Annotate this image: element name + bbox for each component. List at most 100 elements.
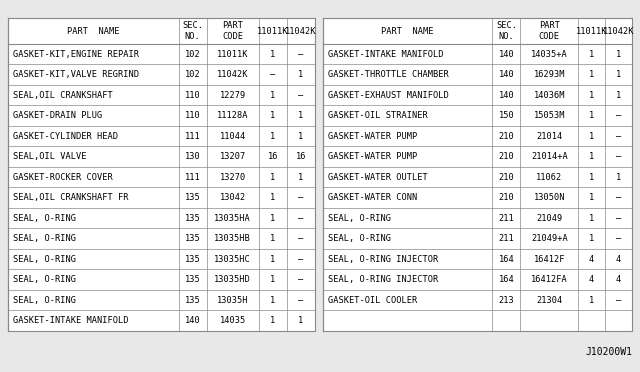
- Text: GASKET-OIL COOLER: GASKET-OIL COOLER: [328, 296, 417, 305]
- Text: 135: 135: [185, 234, 200, 243]
- Text: 21049: 21049: [536, 214, 563, 223]
- Text: 4: 4: [589, 275, 595, 284]
- Text: GASKET-CYLINDER HEAD: GASKET-CYLINDER HEAD: [13, 132, 118, 141]
- Text: 140: 140: [499, 70, 515, 79]
- Text: 1: 1: [270, 50, 275, 59]
- Text: 213: 213: [499, 296, 515, 305]
- Text: 150: 150: [499, 111, 515, 120]
- Text: SEAL, O-RING: SEAL, O-RING: [13, 275, 76, 284]
- Text: SEC.
NO.: SEC. NO.: [496, 22, 517, 41]
- Text: GASKET-DRAIN PLUG: GASKET-DRAIN PLUG: [13, 111, 102, 120]
- Text: 21014+A: 21014+A: [531, 152, 568, 161]
- Text: 4: 4: [589, 255, 595, 264]
- Text: GASKET-INTAKE MANIFOLD: GASKET-INTAKE MANIFOLD: [13, 316, 129, 325]
- Text: –: –: [616, 152, 621, 161]
- Text: PART  NAME: PART NAME: [67, 26, 120, 35]
- Text: 16: 16: [296, 152, 306, 161]
- Text: 13035HA: 13035HA: [214, 214, 251, 223]
- Text: 1: 1: [270, 193, 275, 202]
- Text: 16412FA: 16412FA: [531, 275, 568, 284]
- Text: 11011K: 11011K: [217, 50, 248, 59]
- Text: 1: 1: [298, 316, 303, 325]
- Text: 135: 135: [185, 193, 200, 202]
- Text: GASKET-WATER CONN: GASKET-WATER CONN: [328, 193, 417, 202]
- Text: GASKET-KIT,VALVE REGRIND: GASKET-KIT,VALVE REGRIND: [13, 70, 139, 79]
- Bar: [323, 18, 632, 331]
- Text: 1: 1: [589, 70, 595, 79]
- Text: 140: 140: [499, 91, 515, 100]
- Text: 1: 1: [270, 296, 275, 305]
- Text: 1: 1: [270, 132, 275, 141]
- Text: 11062: 11062: [536, 173, 563, 182]
- Text: 1: 1: [616, 50, 621, 59]
- Text: –: –: [298, 214, 303, 223]
- Text: 4: 4: [616, 255, 621, 264]
- Text: 135: 135: [185, 296, 200, 305]
- Text: 1: 1: [270, 275, 275, 284]
- Text: 1: 1: [589, 91, 595, 100]
- Text: 1: 1: [270, 111, 275, 120]
- Text: SEC.
NO.: SEC. NO.: [182, 22, 203, 41]
- Text: 210: 210: [499, 132, 515, 141]
- Text: 111: 111: [185, 173, 200, 182]
- Text: 1: 1: [589, 173, 595, 182]
- Text: GASKET-INTAKE MANIFOLD: GASKET-INTAKE MANIFOLD: [328, 50, 444, 59]
- Text: 1: 1: [298, 173, 303, 182]
- Text: 21049+A: 21049+A: [531, 234, 568, 243]
- Text: 210: 210: [499, 193, 515, 202]
- Text: 1: 1: [589, 132, 595, 141]
- Text: 1: 1: [589, 152, 595, 161]
- Text: SEAL, O-RING: SEAL, O-RING: [13, 234, 76, 243]
- Text: –: –: [616, 234, 621, 243]
- Text: GASKET-ROCKER COVER: GASKET-ROCKER COVER: [13, 173, 113, 182]
- Text: 110: 110: [185, 91, 200, 100]
- Text: 14035+A: 14035+A: [531, 50, 568, 59]
- Text: –: –: [616, 193, 621, 202]
- Text: 13042: 13042: [220, 193, 246, 202]
- Text: 4: 4: [616, 275, 621, 284]
- Text: 211: 211: [499, 234, 515, 243]
- Text: 102: 102: [185, 50, 200, 59]
- Text: 13035HB: 13035HB: [214, 234, 251, 243]
- Text: 102: 102: [185, 70, 200, 79]
- Text: 11042K: 11042K: [217, 70, 248, 79]
- Text: 11011K: 11011K: [576, 26, 607, 35]
- Text: 12279: 12279: [220, 91, 246, 100]
- Text: 13035H: 13035H: [217, 296, 248, 305]
- Text: PART
CODE: PART CODE: [539, 22, 560, 41]
- Text: 1: 1: [616, 91, 621, 100]
- Text: 210: 210: [499, 152, 515, 161]
- Text: 211: 211: [499, 214, 515, 223]
- Text: –: –: [298, 193, 303, 202]
- Text: 111: 111: [185, 132, 200, 141]
- Text: SEAL,OIL CRANKSHAFT FR: SEAL,OIL CRANKSHAFT FR: [13, 193, 129, 202]
- Text: 14036M: 14036M: [534, 91, 565, 100]
- Text: 16293M: 16293M: [534, 70, 565, 79]
- Text: 13035HD: 13035HD: [214, 275, 251, 284]
- Text: 1: 1: [298, 70, 303, 79]
- Text: 1: 1: [298, 111, 303, 120]
- Text: 13050N: 13050N: [534, 193, 565, 202]
- Text: 130: 130: [185, 152, 200, 161]
- Text: 1: 1: [589, 214, 595, 223]
- Text: 11011K: 11011K: [257, 26, 289, 35]
- Text: J10200W1: J10200W1: [585, 347, 632, 357]
- Text: 1: 1: [270, 255, 275, 264]
- Text: 140: 140: [499, 50, 515, 59]
- Text: SEAL,OIL VALVE: SEAL,OIL VALVE: [13, 152, 86, 161]
- Text: GASKET-WATER PUMP: GASKET-WATER PUMP: [328, 152, 417, 161]
- Text: GASKET-OIL STRAINER: GASKET-OIL STRAINER: [328, 111, 428, 120]
- Text: GASKET-EXHAUST MANIFOLD: GASKET-EXHAUST MANIFOLD: [328, 91, 449, 100]
- Text: –: –: [616, 111, 621, 120]
- Text: 135: 135: [185, 255, 200, 264]
- Text: 15053M: 15053M: [534, 111, 565, 120]
- Text: 135: 135: [185, 275, 200, 284]
- Text: SEAL,OIL CRANKSHAFT: SEAL,OIL CRANKSHAFT: [13, 91, 113, 100]
- Text: –: –: [298, 91, 303, 100]
- Text: 21014: 21014: [536, 132, 563, 141]
- Text: 210: 210: [499, 173, 515, 182]
- Text: 164: 164: [499, 255, 515, 264]
- Text: 21304: 21304: [536, 296, 563, 305]
- Text: –: –: [616, 132, 621, 141]
- Text: 1: 1: [270, 234, 275, 243]
